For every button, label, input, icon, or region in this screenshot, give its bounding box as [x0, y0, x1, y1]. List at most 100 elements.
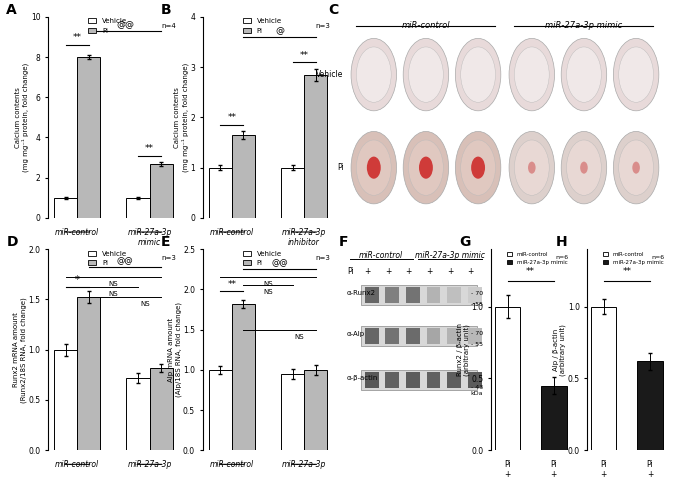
Circle shape	[613, 131, 659, 204]
Circle shape	[419, 157, 433, 179]
Bar	[495, 307, 520, 450]
Text: @: @	[275, 26, 284, 35]
FancyBboxPatch shape	[406, 287, 420, 303]
Legend: Vehicle, Pi: Vehicle, Pi	[88, 251, 127, 266]
Text: D: D	[6, 235, 18, 249]
Y-axis label: Calcium contents
(mg mg⁻¹ protein, fold change): Calcium contents (mg mg⁻¹ protein, fold …	[174, 63, 189, 172]
Text: **: **	[145, 144, 154, 153]
Text: +: +	[426, 267, 433, 276]
Legend: Vehicle, Pi: Vehicle, Pi	[88, 18, 127, 34]
Circle shape	[461, 140, 495, 195]
FancyBboxPatch shape	[385, 328, 399, 343]
FancyBboxPatch shape	[361, 370, 477, 390]
Text: **: **	[227, 114, 236, 123]
Bar	[77, 297, 100, 450]
Bar	[541, 386, 567, 450]
Text: - 55: - 55	[471, 302, 483, 307]
FancyBboxPatch shape	[447, 328, 461, 343]
FancyBboxPatch shape	[406, 372, 420, 388]
Text: n=3: n=3	[316, 255, 330, 261]
FancyBboxPatch shape	[468, 328, 482, 343]
Text: miR-27a-3p mimic: miR-27a-3p mimic	[545, 21, 622, 30]
Circle shape	[528, 161, 536, 174]
Text: H: H	[556, 235, 567, 249]
Circle shape	[515, 47, 549, 103]
Circle shape	[409, 47, 443, 103]
Circle shape	[619, 47, 653, 103]
Text: NS: NS	[140, 301, 150, 308]
Text: kDa: kDa	[471, 391, 483, 397]
Text: - 43: - 43	[471, 386, 483, 390]
Circle shape	[351, 38, 396, 111]
Bar	[638, 361, 663, 450]
Circle shape	[357, 140, 391, 195]
Text: @@: @@	[116, 20, 134, 29]
Text: n=4: n=4	[161, 23, 176, 29]
Circle shape	[561, 38, 607, 111]
Text: F: F	[339, 235, 348, 249]
Text: +: +	[364, 267, 371, 276]
Text: NS: NS	[109, 281, 118, 287]
Circle shape	[509, 38, 554, 111]
Bar	[281, 168, 304, 218]
Legend: Vehicle, Pi: Vehicle, Pi	[243, 251, 282, 266]
Text: **: **	[73, 33, 82, 42]
Text: B: B	[161, 3, 172, 17]
Text: *: *	[75, 275, 80, 285]
Text: **: **	[227, 280, 236, 288]
Circle shape	[567, 140, 601, 195]
Circle shape	[455, 38, 501, 111]
Bar	[77, 57, 100, 218]
Bar	[232, 135, 255, 218]
Bar	[54, 198, 77, 218]
Text: +: +	[385, 267, 392, 276]
Text: NS: NS	[263, 281, 273, 287]
Circle shape	[357, 47, 391, 103]
Bar	[304, 370, 327, 450]
Y-axis label: Runx2 mRNA amount
(Runx2/18S RNA, fold change): Runx2 mRNA amount (Runx2/18S RNA, fold c…	[14, 297, 27, 402]
Bar	[591, 307, 616, 450]
FancyBboxPatch shape	[361, 285, 477, 306]
Text: n=3: n=3	[161, 255, 176, 261]
Text: **: **	[622, 267, 631, 276]
FancyBboxPatch shape	[427, 287, 440, 303]
Circle shape	[471, 157, 485, 179]
Text: @@: @@	[117, 256, 133, 265]
Text: NS: NS	[295, 333, 304, 340]
Text: Pi: Pi	[337, 163, 344, 172]
Text: NS: NS	[263, 289, 273, 296]
Text: +: +	[467, 267, 474, 276]
FancyBboxPatch shape	[447, 372, 461, 388]
Legend: Vehicle, Pi: Vehicle, Pi	[243, 18, 282, 34]
Text: α-Runx2: α-Runx2	[347, 290, 376, 297]
Text: @@: @@	[271, 258, 288, 267]
Text: +: +	[447, 267, 453, 276]
Text: E: E	[161, 235, 170, 249]
Text: C: C	[328, 3, 338, 17]
Circle shape	[567, 47, 601, 103]
Circle shape	[561, 131, 607, 204]
Circle shape	[455, 131, 501, 204]
Bar	[304, 75, 327, 218]
Text: **: **	[526, 267, 535, 276]
Legend: miR-control, miR-27a-3p mimic: miR-control, miR-27a-3p mimic	[507, 252, 567, 264]
Circle shape	[403, 38, 449, 111]
FancyBboxPatch shape	[406, 328, 420, 343]
Bar	[150, 368, 172, 450]
Circle shape	[509, 131, 554, 204]
Text: A: A	[6, 3, 17, 17]
FancyBboxPatch shape	[385, 372, 399, 388]
Text: **: **	[300, 50, 308, 59]
Y-axis label: Runx2 / β-actin
(arbitrary unit): Runx2 / β-actin (arbitrary unit)	[457, 323, 470, 376]
Bar	[54, 350, 77, 450]
Circle shape	[619, 140, 653, 195]
Legend: miR-control, miR-27a-3p mimic: miR-control, miR-27a-3p mimic	[603, 252, 664, 264]
Circle shape	[613, 38, 659, 111]
Text: NS: NS	[109, 291, 118, 297]
FancyBboxPatch shape	[365, 328, 379, 343]
FancyBboxPatch shape	[365, 372, 379, 388]
Text: G: G	[460, 235, 471, 249]
Circle shape	[409, 140, 443, 195]
Bar	[281, 374, 304, 450]
Text: n=6: n=6	[556, 255, 569, 260]
